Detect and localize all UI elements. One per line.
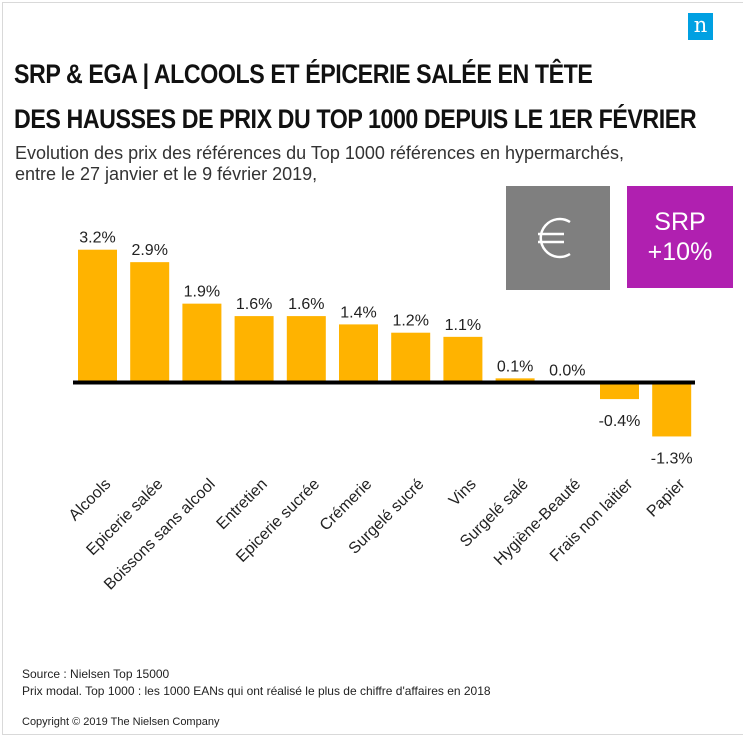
source-note: Source : Nielsen Top 15000 bbox=[22, 667, 170, 681]
bar-5 bbox=[286, 316, 326, 383]
methodology-note: Prix modal. Top 1000 : les 1000 EANs qui… bbox=[22, 684, 491, 698]
bars-group bbox=[78, 249, 692, 437]
bar-12 bbox=[652, 382, 692, 437]
bar-11 bbox=[600, 382, 639, 400]
value-label-8: 1.1% bbox=[445, 317, 481, 334]
logo-letter: n bbox=[693, 13, 708, 37]
bar-3 bbox=[182, 303, 222, 383]
srp-badge: SRP +10% bbox=[627, 186, 733, 288]
value-label-9: 0.1% bbox=[497, 358, 533, 375]
value-label-12: -1.3% bbox=[651, 450, 693, 467]
value-label-3: 1.9% bbox=[184, 284, 220, 301]
value-label-11: -0.4% bbox=[599, 413, 641, 430]
euro-icon bbox=[538, 217, 571, 259]
subtitle-line-2: entre le 27 janvier et le 9 février 2019… bbox=[15, 164, 318, 184]
subtitle-line-1: Evolution des prix des références du Top… bbox=[15, 143, 625, 163]
bar-4 bbox=[234, 316, 274, 383]
value-label-10: 0.0% bbox=[549, 363, 585, 380]
category-label-12: Papier bbox=[644, 475, 689, 520]
bar-7 bbox=[391, 332, 431, 383]
value-label-5: 1.6% bbox=[288, 296, 324, 313]
euro-badge bbox=[506, 186, 610, 290]
category-label-8: Vins bbox=[446, 476, 480, 510]
value-label-4: 1.6% bbox=[236, 296, 272, 313]
copyright-note: Copyright © 2019 The Nielsen Company bbox=[22, 716, 220, 728]
srp-value: +10% bbox=[647, 238, 713, 266]
value-label-7: 1.2% bbox=[392, 313, 428, 330]
value-labels-group: 3.2% 2.9% 1.9% 1.6% 1.6% 1.4% 1.2% 1.1% 0.1% 0.0%… bbox=[79, 230, 692, 468]
value-label-1: 3.2% bbox=[79, 230, 115, 247]
bar-1 bbox=[78, 249, 117, 383]
category-label-1: Alcools bbox=[66, 476, 114, 524]
bar-9 bbox=[495, 378, 535, 383]
bar-2 bbox=[130, 262, 170, 383]
bar-6 bbox=[339, 324, 378, 383]
bar-8 bbox=[443, 336, 483, 383]
title-line-2: des hausses de prix du Top 1000 depuis l… bbox=[14, 104, 697, 134]
nielsen-logo: n bbox=[688, 13, 713, 40]
value-label-2: 2.9% bbox=[131, 242, 167, 259]
value-label-6: 1.4% bbox=[340, 304, 376, 321]
chart-title: SRP & EGA | Alcools et épicerie salée en… bbox=[14, 52, 697, 142]
srp-label: SRP bbox=[654, 208, 706, 236]
chart-subtitle: Evolution des prix des références du Top… bbox=[15, 143, 735, 185]
title-line-1: SRP & EGA | Alcools et épicerie salée en… bbox=[14, 59, 593, 89]
